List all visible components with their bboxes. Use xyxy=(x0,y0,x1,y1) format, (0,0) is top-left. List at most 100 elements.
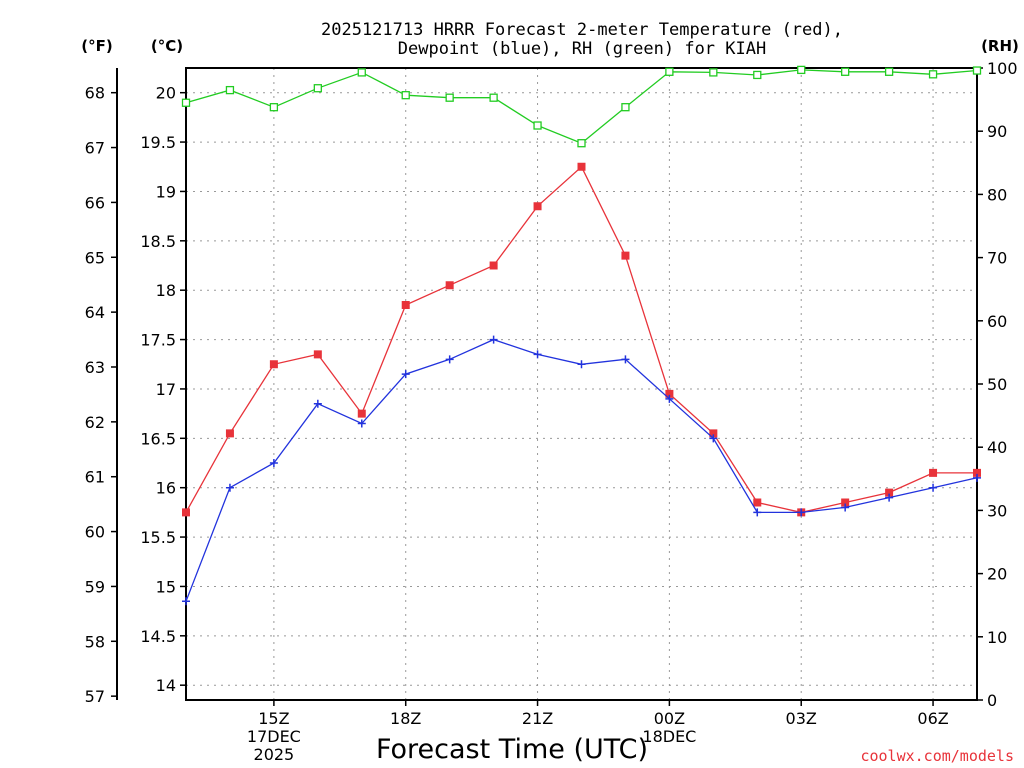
dewpoint-point xyxy=(797,508,806,517)
temperature-point xyxy=(445,281,454,290)
fahrenheit-tick-label: 58 xyxy=(85,632,105,651)
temperature-point xyxy=(313,350,322,359)
time-tick-label: 15Z xyxy=(258,709,289,728)
time-tick-label: 2025 xyxy=(254,745,295,764)
rh-point xyxy=(401,91,410,100)
grid xyxy=(186,68,977,700)
rh-tick-label: 90 xyxy=(987,122,1007,141)
temperature-point xyxy=(577,162,586,171)
rh-point xyxy=(797,65,806,75)
rh-point xyxy=(313,84,322,93)
celsius-tick-label: 16 xyxy=(156,479,176,498)
celsius-tick-label: 15 xyxy=(156,577,176,596)
temperature-point xyxy=(665,389,674,398)
fahrenheit-tick-label: 62 xyxy=(85,413,105,432)
temperature-point xyxy=(357,409,366,418)
dewpoint-point xyxy=(621,355,630,364)
celsius-tick-label: 15.5 xyxy=(140,528,176,547)
celsius-tick-label: 14.5 xyxy=(140,627,176,646)
rh-point xyxy=(972,66,982,75)
rh-point xyxy=(928,70,938,79)
dewpoint-point xyxy=(489,335,498,344)
time-tick-label: 18DEC xyxy=(642,727,696,746)
celsius-tick-label: 19 xyxy=(156,182,176,201)
x-axis-label: Forecast Time (UTC) xyxy=(376,734,648,765)
time-tick-label: 00Z xyxy=(654,709,685,728)
rh-tick-label: 20 xyxy=(987,565,1007,584)
dewpoint-point xyxy=(225,483,234,492)
rh-tick-label: 80 xyxy=(987,185,1007,204)
celsius-axis: 14 14.5 15 15.5 16 16.5 17 17.5 18 18.5 19 19.5 20 xyxy=(140,84,186,695)
rh-tick-label: 0 xyxy=(987,691,997,710)
dewpoint-point xyxy=(313,399,322,408)
temperature-point xyxy=(753,498,762,507)
rh-tick-label: 60 xyxy=(987,312,1007,331)
rh-point xyxy=(884,67,894,76)
fahrenheit-tick-label: 60 xyxy=(85,523,105,542)
rh-tick-label: 10 xyxy=(987,628,1007,647)
celsius-tick-label: 17.5 xyxy=(140,331,176,350)
rh-axis: 0 10 20 30 40 50 60 70 80 90 100 xyxy=(977,59,1018,710)
rh-tick-label: 70 xyxy=(987,249,1007,268)
rh-point xyxy=(225,85,235,95)
time-tick-label: 21Z xyxy=(522,709,553,728)
rh-point xyxy=(269,103,279,112)
dewpoint-point xyxy=(445,355,454,364)
celsius-tick-label: 18.5 xyxy=(140,232,176,251)
temperature-point xyxy=(841,498,850,507)
fahrenheit-unit-label: (°F) xyxy=(81,37,112,55)
temperature-point xyxy=(709,429,718,438)
temperature-point xyxy=(621,251,630,260)
rh-tick-label: 100 xyxy=(987,59,1018,78)
rh-point xyxy=(489,93,498,102)
fahrenheit-tick-label: 67 xyxy=(85,139,105,158)
rh-point xyxy=(445,93,454,102)
rh-tick-label: 30 xyxy=(987,501,1007,520)
time-tick-label: 17DEC xyxy=(247,727,301,746)
temperature-point xyxy=(973,468,981,477)
celsius-tick-label: 16.5 xyxy=(140,429,176,448)
celsius-tick-label: 20 xyxy=(156,84,176,103)
rh-point xyxy=(841,67,850,76)
time-tick-label: 03Z xyxy=(786,709,817,728)
celsius-tick-label: 17 xyxy=(156,380,176,399)
chart-title-line-2: Dewpoint (blue), RH (green) for KIAH xyxy=(398,39,766,59)
time-tick-label: 18Z xyxy=(390,709,421,728)
fahrenheit-tick-label: 59 xyxy=(85,577,105,596)
fahrenheit-tick-label: 66 xyxy=(85,193,105,212)
credit-text: coolwx.com/models xyxy=(860,747,1014,765)
dewpoint-point xyxy=(753,508,762,517)
fahrenheit-tick-label: 61 xyxy=(85,468,105,487)
dewpoint-point xyxy=(973,473,981,482)
temperature-point xyxy=(225,429,234,438)
rh-point xyxy=(357,68,366,77)
rh-point xyxy=(753,70,762,80)
dewpoint-point xyxy=(929,483,938,492)
temperature-point xyxy=(533,202,542,211)
celsius-tick-label: 14 xyxy=(156,676,176,695)
temperature-point xyxy=(929,468,938,477)
rh-unit-label: (RH) xyxy=(981,37,1019,55)
rh-tick-label: 40 xyxy=(987,438,1007,457)
temperature-point xyxy=(182,508,190,517)
temperature-point xyxy=(489,261,498,270)
rh-tick-label: 50 xyxy=(987,375,1007,394)
dewpoint-point xyxy=(665,394,674,403)
dewpoint-point xyxy=(709,434,718,443)
dewpoint-point xyxy=(182,597,190,606)
time-tick-label: 06Z xyxy=(917,709,948,728)
dewpoint-point xyxy=(841,503,850,512)
temperature-point xyxy=(269,360,278,369)
fahrenheit-tick-label: 57 xyxy=(85,687,105,706)
dewpoint-line xyxy=(185,338,978,602)
series xyxy=(181,65,982,606)
rh-point xyxy=(533,121,542,130)
rh-point xyxy=(181,98,191,107)
celsius-tick-label: 19.5 xyxy=(140,133,176,152)
dewpoint-point xyxy=(533,350,542,359)
dewpoint-point xyxy=(357,419,366,428)
fahrenheit-tick-label: 68 xyxy=(85,84,105,103)
dewpoint-point xyxy=(401,370,410,379)
fahrenheit-axis: 57 58 59 60 61 62 63 64 65 66 67 68 xyxy=(85,84,117,706)
